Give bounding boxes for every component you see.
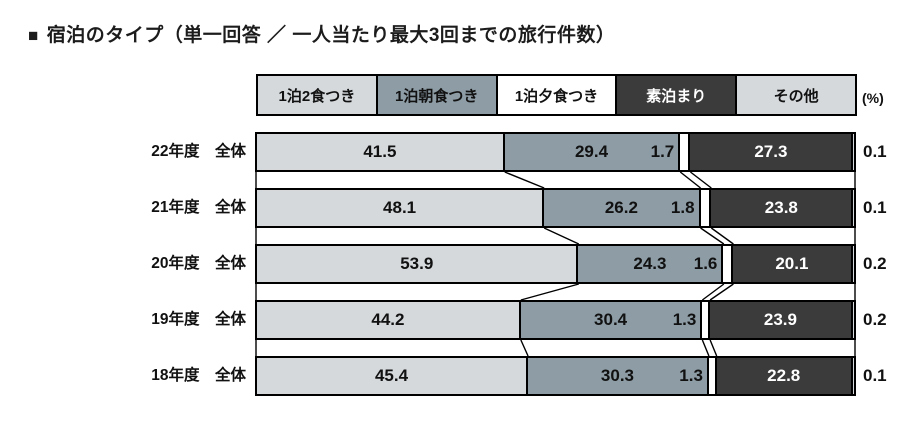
segment-value: 45.4 xyxy=(374,366,409,385)
legend-item: 素泊まり xyxy=(615,74,738,116)
bar-segment-4: 23.9 xyxy=(710,302,853,338)
bar-segment-2: 29.4 1.7 xyxy=(504,134,681,170)
sliver-segment-value: 1.8 xyxy=(670,198,695,217)
row-label: 22年度 全体 xyxy=(151,143,246,160)
bar-segment-4: 27.3 xyxy=(690,134,854,170)
stacked-bar: 41.5 29.4 1.7 27.3 xyxy=(255,132,856,172)
row-label: 21年度 全体 xyxy=(151,199,246,216)
segment-value: 30.3 xyxy=(600,366,635,385)
segment-value: 41.5 xyxy=(363,142,397,161)
unit-label: (%) xyxy=(862,90,884,106)
bar-segment-4: 20.1 xyxy=(732,246,853,282)
bar-segment-3 xyxy=(702,302,711,338)
segment-value: 44.2 xyxy=(371,310,405,329)
sliver-segment-value: 1.6 xyxy=(693,254,718,273)
outside-value: 0.1 xyxy=(863,366,887,385)
row-label: 19年度 全体 xyxy=(151,311,246,328)
outside-value: 0.2 xyxy=(863,254,887,273)
legend-item: 1泊夕食つき xyxy=(495,74,618,116)
segment-value: 24.3 xyxy=(633,254,667,273)
title-bullet-icon: ■ xyxy=(28,26,39,45)
stacked-bar: 45.4 30.3 1.3 22.8 xyxy=(255,356,856,396)
sliver-segment-value: 1.3 xyxy=(679,366,703,385)
bar-segment-2: 30.3 1.3 xyxy=(528,358,709,394)
segment-value: 23.8 xyxy=(764,198,798,217)
segment-value: 53.9 xyxy=(400,254,434,273)
bar-segment-3 xyxy=(680,134,691,170)
segment-value: 23.9 xyxy=(763,310,797,329)
row-label: 20年度 全体 xyxy=(151,255,246,272)
chart-legend: 1泊2食つき 1泊朝食つき 1泊夕食つき 素泊まり その他 xyxy=(256,74,857,116)
segment-value: 22.8 xyxy=(767,366,801,385)
segment-value: 30.4 xyxy=(594,310,628,329)
bar-segment-4: 22.8 xyxy=(716,358,853,394)
bar-segment-4: 23.8 xyxy=(711,190,854,226)
row-label: 18年度 全体 xyxy=(151,367,246,384)
bar-segment-2: 30.4 1.3 xyxy=(520,302,703,338)
stacked-bar: 53.9 24.3 1.6 20.1 xyxy=(255,244,856,284)
bar-segment-1: 44.2 xyxy=(257,302,521,338)
bar-segment-2: 24.3 1.6 xyxy=(578,246,724,282)
legend-item: 1泊2食つき xyxy=(256,74,378,116)
bar-segment-3 xyxy=(708,358,717,394)
sliver-segment-value: 1.7 xyxy=(650,142,675,161)
legend-item: その他 xyxy=(735,74,857,116)
bar-segment-1: 48.1 xyxy=(257,190,545,226)
bar-segment-3 xyxy=(700,190,712,226)
bar-segment-5 xyxy=(852,358,854,394)
bar-segment-3 xyxy=(723,246,733,282)
stacked-bar: 48.1 26.2 1.8 23.8 xyxy=(255,188,856,228)
bar-segment-5 xyxy=(853,134,854,170)
bar-segment-5 xyxy=(852,302,854,338)
segment-value: 26.2 xyxy=(604,198,638,217)
bar-segment-2: 26.2 1.8 xyxy=(544,190,701,226)
legend-item: 1泊朝食つき xyxy=(375,74,498,116)
bar-segment-1: 53.9 xyxy=(257,246,579,282)
outside-value: 0.1 xyxy=(863,142,887,161)
bar-segment-5 xyxy=(852,246,854,282)
segment-value: 29.4 xyxy=(574,142,609,161)
segment-value: 48.1 xyxy=(383,198,417,217)
page-title: 宿泊のタイプ（単一回答 ／ 一人当たり最大3回までの旅行件数） xyxy=(46,25,616,46)
bar-segment-1: 45.4 xyxy=(257,358,529,394)
segment-value: 27.3 xyxy=(754,142,788,161)
bar-segment-5 xyxy=(853,190,854,226)
outside-value: 0.1 xyxy=(863,198,887,217)
page-title-row: ■ 宿泊のタイプ（単一回答 ／ 一人当たり最大3回までの旅行件数） xyxy=(28,20,615,47)
bar-segment-1: 41.5 xyxy=(257,134,505,170)
outside-value: 0.2 xyxy=(863,310,887,329)
sliver-segment-value: 1.3 xyxy=(672,310,697,329)
segment-value: 20.1 xyxy=(775,254,809,273)
stacked-bar: 44.2 30.4 1.3 23.9 xyxy=(255,300,856,340)
